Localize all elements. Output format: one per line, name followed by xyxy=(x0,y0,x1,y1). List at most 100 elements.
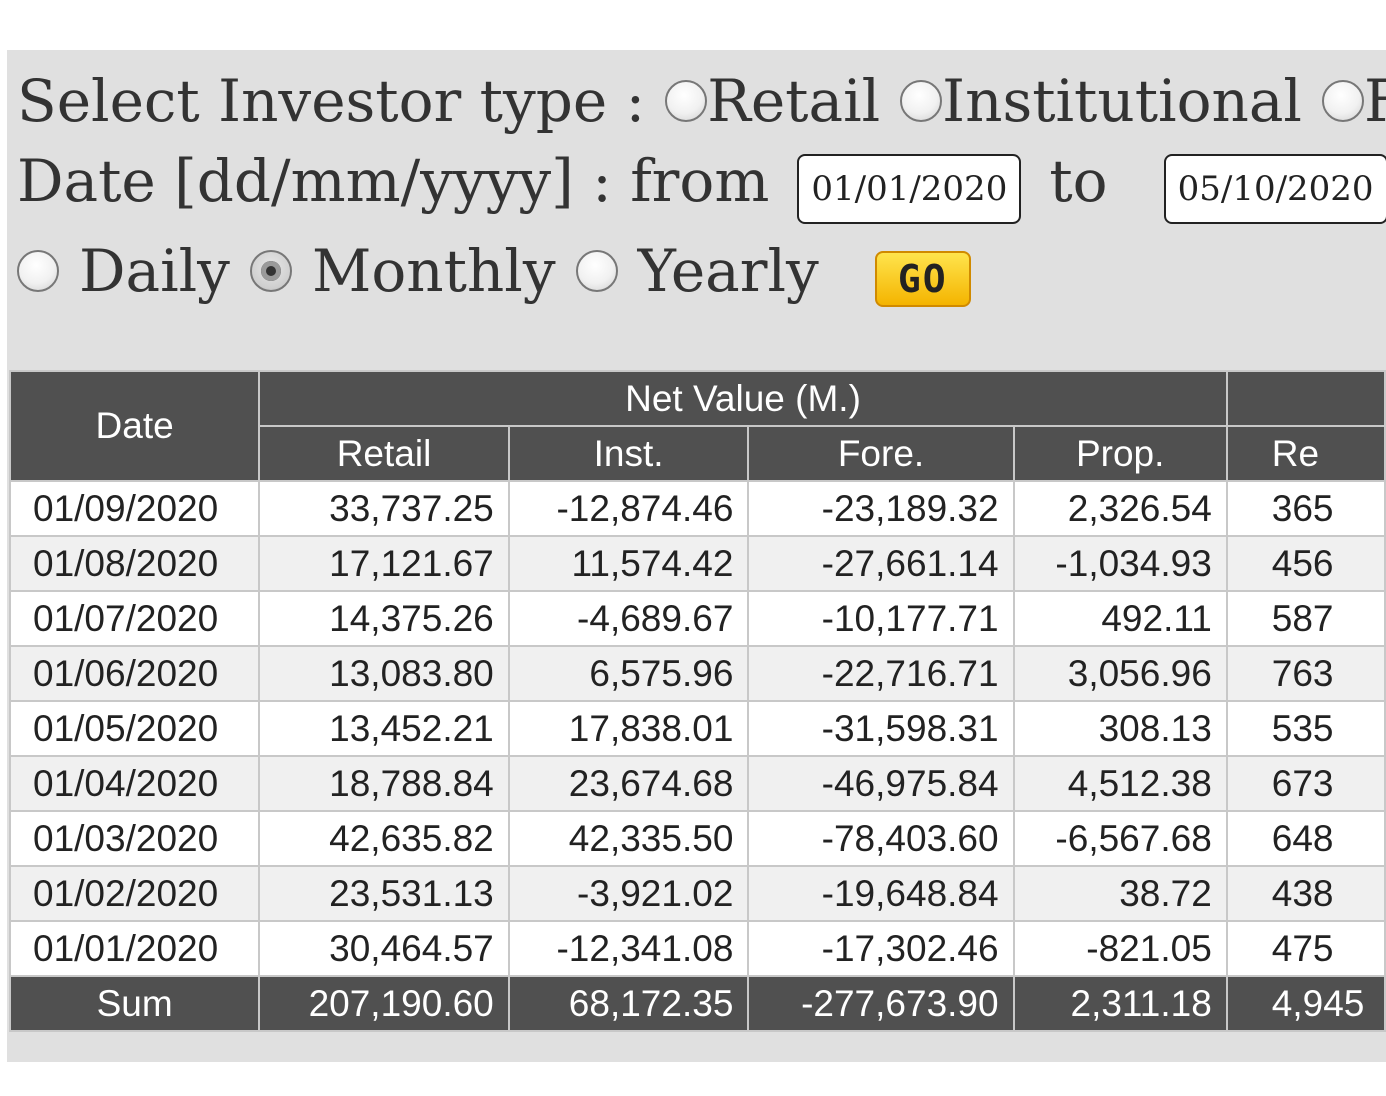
sum-label: Sum xyxy=(8,975,261,1032)
cell-inst: -4,689.67 xyxy=(507,590,750,647)
sum-retail-2: 4,945 xyxy=(1225,975,1386,1032)
cell-inst: -12,341.08 xyxy=(507,920,750,977)
table-row: 01/06/2020 13,083.80 6,575.96 -22,716.71… xyxy=(8,645,1386,702)
date-range-row: Date [dd/mm/yyyy] : from 01/01/2020 to 0… xyxy=(17,146,1386,224)
cell-inst: -3,921.02 xyxy=(507,865,750,922)
cell-retail: 30,464.57 xyxy=(258,920,510,977)
sum-inst: 68,172.35 xyxy=(507,975,750,1032)
cell-inst: 23,674.68 xyxy=(507,755,750,812)
cell-prop: 492.11 xyxy=(1012,590,1228,647)
radio-retail-label[interactable]: Retail xyxy=(707,67,881,135)
net-value-group-header: Net Value (M.) xyxy=(258,370,1228,427)
investor-type-label: Select Investor type : xyxy=(17,67,646,135)
table-row: 01/07/2020 14,375.26 -4,689.67 -10,177.7… xyxy=(8,590,1386,647)
radio-foreign[interactable] xyxy=(1321,80,1364,122)
radio-monthly[interactable] xyxy=(249,250,292,292)
cell-retail-2: 587 xyxy=(1225,590,1386,647)
row-date: 01/02/2020 xyxy=(8,865,261,922)
row-date: 01/09/2020 xyxy=(8,480,261,537)
table-row: 01/03/2020 42,635.82 42,335.50 -78,403.6… xyxy=(8,810,1386,867)
cell-retail-2: 438 xyxy=(1225,865,1386,922)
cell-retail-2: 648 xyxy=(1225,810,1386,867)
cell-prop: -821.05 xyxy=(1012,920,1228,977)
radio-yearly[interactable] xyxy=(575,250,618,292)
period-row: Daily Monthly Yearly GO xyxy=(17,236,971,307)
sum-retail: 207,190.60 xyxy=(258,975,510,1032)
col-header-prop: Prop. xyxy=(1012,425,1228,482)
cell-inst: 11,574.42 xyxy=(507,535,750,592)
cell-prop: 38.72 xyxy=(1012,865,1228,922)
cell-fore: -19,648.84 xyxy=(747,865,1015,922)
cell-retail-2: 763 xyxy=(1225,645,1386,702)
cell-retail: 23,531.13 xyxy=(258,865,510,922)
radio-daily-label[interactable]: Daily xyxy=(79,237,230,305)
table-row: 01/02/2020 23,531.13 -3,921.02 -19,648.8… xyxy=(8,865,1386,922)
cell-prop: -1,034.93 xyxy=(1012,535,1228,592)
cell-retail-2: 365 xyxy=(1225,480,1386,537)
cell-prop: 2,326.54 xyxy=(1012,480,1228,537)
filter-panel: Select Investor type : Retail Institutio… xyxy=(7,50,1386,1062)
net-value-table: Date Net Value (M.) Retail Inst. Fore. P… xyxy=(8,370,1386,1032)
row-date: 01/06/2020 xyxy=(8,645,261,702)
radio-daily[interactable] xyxy=(17,250,59,292)
date-header: Date xyxy=(8,370,261,482)
radio-foreign-label[interactable]: For xyxy=(1363,67,1386,135)
table-row: 01/08/2020 17,121.67 11,574.42 -27,661.1… xyxy=(8,535,1386,592)
cell-retail-2: 535 xyxy=(1225,700,1386,757)
to-label: to xyxy=(1049,147,1108,215)
cell-retail-2: 475 xyxy=(1225,920,1386,977)
radio-yearly-label[interactable]: Yearly xyxy=(637,237,819,305)
cell-fore: -46,975.84 xyxy=(747,755,1015,812)
radio-monthly-label[interactable]: Monthly xyxy=(311,237,556,305)
from-date-input[interactable]: 01/01/2020 xyxy=(797,154,1022,224)
cell-retail: 33,737.25 xyxy=(258,480,510,537)
radio-retail[interactable] xyxy=(665,80,708,122)
row-date: 01/08/2020 xyxy=(8,535,261,592)
cell-fore: -78,403.60 xyxy=(747,810,1015,867)
row-date: 01/01/2020 xyxy=(8,920,261,977)
go-button[interactable]: GO xyxy=(874,251,971,307)
cell-retail: 42,635.82 xyxy=(258,810,510,867)
cell-retail: 18,788.84 xyxy=(258,755,510,812)
cell-fore: -27,661.14 xyxy=(747,535,1015,592)
to-date-input[interactable]: 05/10/2020 xyxy=(1163,154,1386,224)
cell-prop: 4,512.38 xyxy=(1012,755,1228,812)
investor-type-row: Select Investor type : Retail Institutio… xyxy=(17,66,1386,136)
row-date: 01/04/2020 xyxy=(8,755,261,812)
row-date: 01/03/2020 xyxy=(8,810,261,867)
cell-retail: 13,452.21 xyxy=(258,700,510,757)
table-row: 01/04/2020 18,788.84 23,674.68 -46,975.8… xyxy=(8,755,1386,812)
cell-inst: 6,575.96 xyxy=(507,645,750,702)
sum-fore: -277,673.90 xyxy=(747,975,1015,1032)
sum-row: Sum 207,190.60 68,172.35 -277,673.90 2,3… xyxy=(8,975,1386,1032)
cell-fore: -22,716.71 xyxy=(747,645,1015,702)
table-row: 01/05/2020 13,452.21 17,838.01 -31,598.3… xyxy=(8,700,1386,757)
cell-retail-2: 456 xyxy=(1225,535,1386,592)
cell-prop: 3,056.96 xyxy=(1012,645,1228,702)
row-date: 01/07/2020 xyxy=(8,590,261,647)
row-date: 01/05/2020 xyxy=(8,700,261,757)
cell-prop: -6,567.68 xyxy=(1012,810,1228,867)
cell-fore: -17,302.46 xyxy=(747,920,1015,977)
cell-retail: 14,375.26 xyxy=(258,590,510,647)
next-group-header xyxy=(1225,370,1386,427)
cell-prop: 308.13 xyxy=(1012,700,1228,757)
radio-institutional[interactable] xyxy=(900,80,943,122)
table-row: 01/09/2020 33,737.25 -12,874.46 -23,189.… xyxy=(8,480,1386,537)
cell-inst: 42,335.50 xyxy=(507,810,750,867)
date-range-label: Date [dd/mm/yyyy] : from xyxy=(17,147,770,215)
cell-fore: -23,189.32 xyxy=(747,480,1015,537)
col-header-retail: Retail xyxy=(258,425,510,482)
col-header-fore: Fore. xyxy=(747,425,1015,482)
cell-retail: 13,083.80 xyxy=(258,645,510,702)
cell-retail: 17,121.67 xyxy=(258,535,510,592)
table-row: 01/01/2020 30,464.57 -12,341.08 -17,302.… xyxy=(8,920,1386,977)
col-header-inst: Inst. xyxy=(507,425,750,482)
cell-retail-2: 673 xyxy=(1225,755,1386,812)
sum-prop: 2,311.18 xyxy=(1012,975,1228,1032)
cell-inst: -12,874.46 xyxy=(507,480,750,537)
radio-institutional-label[interactable]: Institutional xyxy=(942,67,1302,135)
cell-inst: 17,838.01 xyxy=(507,700,750,757)
cell-fore: -31,598.31 xyxy=(747,700,1015,757)
cell-fore: -10,177.71 xyxy=(747,590,1015,647)
